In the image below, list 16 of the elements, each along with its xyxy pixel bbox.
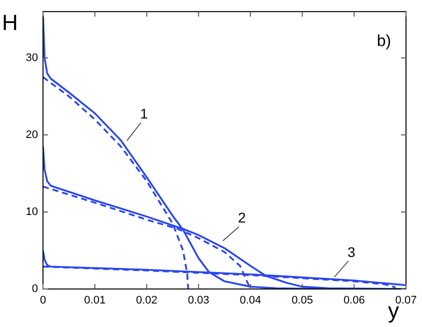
x-tick-label: 0.01 (84, 294, 106, 307)
y-tick-label: 10 (26, 206, 38, 218)
x-tick-label: 0.05 (292, 294, 313, 307)
y-axis-title: H (2, 10, 18, 35)
x-tick-label: 0 (40, 294, 46, 307)
annotation: b) (376, 33, 392, 50)
annotation: 3 (348, 244, 356, 260)
annotation: 2 (238, 210, 246, 226)
x-tick-label: 0.02 (136, 294, 158, 307)
y-tick-label: 0 (32, 283, 38, 296)
x-tick-label: 0.06 (343, 294, 365, 307)
y-tick-label: 20 (26, 128, 38, 141)
x-tick-label: 0.04 (240, 294, 262, 307)
y-tick-label: 30 (26, 52, 38, 64)
x-tick-label: 0.03 (188, 294, 210, 307)
annotation: 1 (140, 105, 148, 122)
